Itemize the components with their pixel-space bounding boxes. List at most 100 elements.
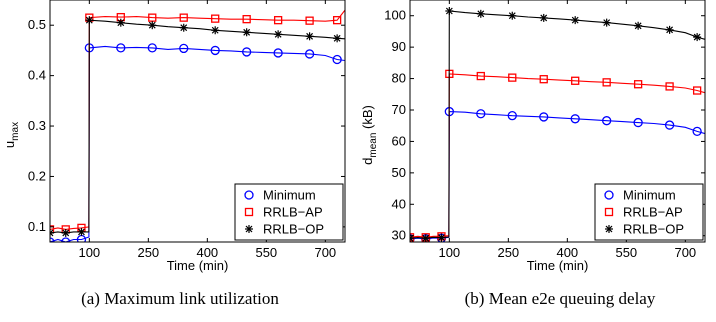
legend-label-2: RRLB−OP	[623, 222, 684, 237]
series-2-point-2	[421, 234, 430, 242]
series-0-point-8	[476, 109, 486, 119]
series-1-point-16	[602, 78, 611, 87]
legend-label-1: RRLB−AP	[263, 205, 323, 220]
series-0-point-16	[602, 116, 612, 126]
plot-frame	[49, 0, 346, 243]
series-2-point-10	[508, 11, 517, 20]
series-2-point-20	[305, 32, 314, 41]
series-1-point-10	[508, 73, 517, 82]
series-0-point-10	[507, 111, 517, 121]
series-2-point-14-stroke	[211, 26, 219, 34]
series-1-point-8	[476, 71, 485, 81]
series-2-point-14-stroke	[571, 16, 579, 24]
chart-panel-a: 100 250 400 550 700 0.1 0.2 0.3 0.4 0.5 Time (min)…	[2, 0, 346, 308]
series-1-point-14	[211, 14, 220, 23]
series-line-1	[50, 9, 345, 230]
y-axis-label-main: d	[360, 158, 375, 165]
y-axis-label-sub: max	[10, 122, 21, 141]
series-2-point-2-stroke	[62, 229, 70, 237]
y-tick-label: 100	[384, 8, 406, 23]
series-0-point-20	[304, 49, 315, 59]
series-2-point-12-stroke	[180, 24, 188, 32]
series-2-point-8-stroke	[477, 10, 485, 18]
series-2-point-8	[476, 9, 485, 18]
y-tick-label: 50	[392, 165, 406, 180]
series-2-point-22-stroke	[693, 33, 701, 41]
x-tick-label: 250	[497, 245, 519, 260]
legend: Minimum RRLB−AP RRLB−OP	[234, 183, 344, 241]
series-2-point-16-stroke	[603, 19, 611, 27]
series-2-point-18	[274, 30, 283, 39]
legend-marker-0	[604, 190, 614, 200]
y-axis-label: umax	[2, 122, 21, 148]
series-2-point-16	[242, 28, 251, 37]
series-2-point-2-stroke	[422, 234, 430, 242]
series-2-point-22	[333, 34, 342, 43]
series-2-point-0-stroke	[50, 232, 54, 237]
series-0-point-14	[570, 114, 580, 124]
y-tick-label: 30	[392, 228, 406, 243]
series-2-point-4-stroke	[438, 234, 445, 242]
series-1-point-10	[148, 13, 157, 22]
y-tick-label: 60	[392, 133, 406, 148]
series-1-point-12	[539, 75, 548, 84]
chart-caption: (a) Maximum link utilization	[81, 289, 279, 308]
y-axis-label: dmean (kB)	[360, 105, 379, 165]
series-2-point-4	[77, 227, 86, 236]
series-1-point-0	[50, 225, 55, 234]
series-2-point-8	[116, 18, 125, 27]
series-2-point-12	[539, 13, 548, 22]
series-1-point-16	[242, 15, 251, 24]
legend-marker-2	[245, 225, 253, 233]
series-2-point-6	[85, 16, 94, 25]
y-axis-label-sub: mean	[368, 133, 379, 158]
series-2-point-14	[211, 26, 220, 35]
series-0-point-18	[273, 48, 283, 58]
series-2-point-12	[179, 23, 188, 32]
x-tick-label: 250	[137, 245, 159, 260]
series-1-point-18	[273, 16, 283, 25]
legend-marker-2-stroke	[605, 225, 613, 233]
y-tick-label: 0.1	[28, 219, 46, 234]
y-tick-label: 0.3	[28, 118, 46, 133]
y-tick-label: 70	[392, 102, 406, 117]
series-2-point-16-stroke	[243, 28, 251, 36]
series-1-point-0	[410, 233, 415, 242]
series-line-0	[50, 45, 345, 242]
legend-label-0: Minimum	[263, 188, 316, 203]
series-2-point-4-stroke	[78, 228, 85, 236]
y-tick-label: 90	[392, 39, 406, 54]
x-tick-label: 400	[556, 245, 578, 260]
legend-marker-1	[604, 207, 614, 217]
series-1-point-20	[665, 82, 674, 91]
x-tick-label: 700	[314, 245, 336, 260]
y-axis-label-main: u	[2, 141, 17, 148]
legend-label-0: Minimum	[623, 188, 676, 203]
series-0-point-22	[692, 126, 702, 137]
y-tick-label: 0.4	[28, 68, 46, 83]
x-axis-label: Time (min)	[167, 258, 229, 273]
series-2-point-14	[571, 16, 580, 25]
x-tick-label: 100	[78, 245, 100, 260]
y-tick-label: 0.5	[28, 17, 46, 32]
series-2-point-6-stroke	[85, 16, 93, 24]
series-2-point-0-stroke	[50, 229, 54, 234]
series-0-point-12	[179, 43, 189, 54]
series-1-point-22	[692, 86, 702, 95]
series-2-point-16	[602, 18, 611, 27]
series-0-point-22	[332, 54, 342, 65]
series-2-point-0	[410, 234, 414, 242]
series-0-point-18	[633, 117, 643, 128]
series-1-point-22	[332, 16, 342, 25]
series-2-point-18	[634, 21, 643, 30]
legend-marker-2	[605, 225, 613, 233]
series-0-point-2	[61, 237, 71, 242]
series-2-point-6-stroke	[445, 7, 453, 15]
series-2-point-12-stroke	[540, 14, 548, 22]
series-1-point-18	[633, 80, 643, 89]
series-2-point-0-stroke	[410, 237, 414, 242]
legend-marker-1	[244, 207, 254, 217]
series-2-point-6	[445, 7, 454, 15]
legend-label-2: RRLB−OP	[263, 222, 324, 237]
series-0-point-10	[147, 43, 157, 53]
